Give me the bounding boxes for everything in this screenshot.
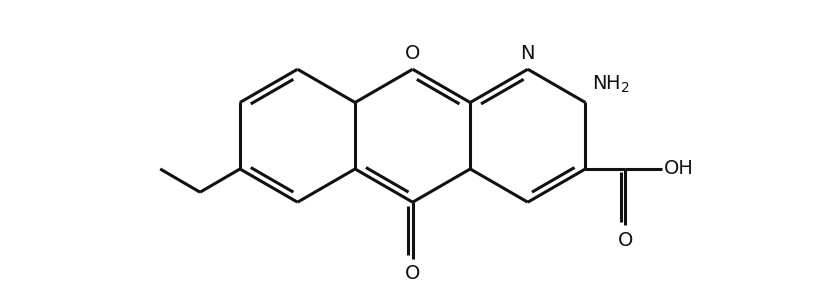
- Text: NH$_2$: NH$_2$: [592, 73, 630, 95]
- Text: N: N: [520, 44, 535, 63]
- Text: O: O: [405, 44, 420, 63]
- Text: O: O: [617, 231, 633, 250]
- Text: O: O: [405, 264, 420, 283]
- Text: OH: OH: [664, 160, 694, 178]
